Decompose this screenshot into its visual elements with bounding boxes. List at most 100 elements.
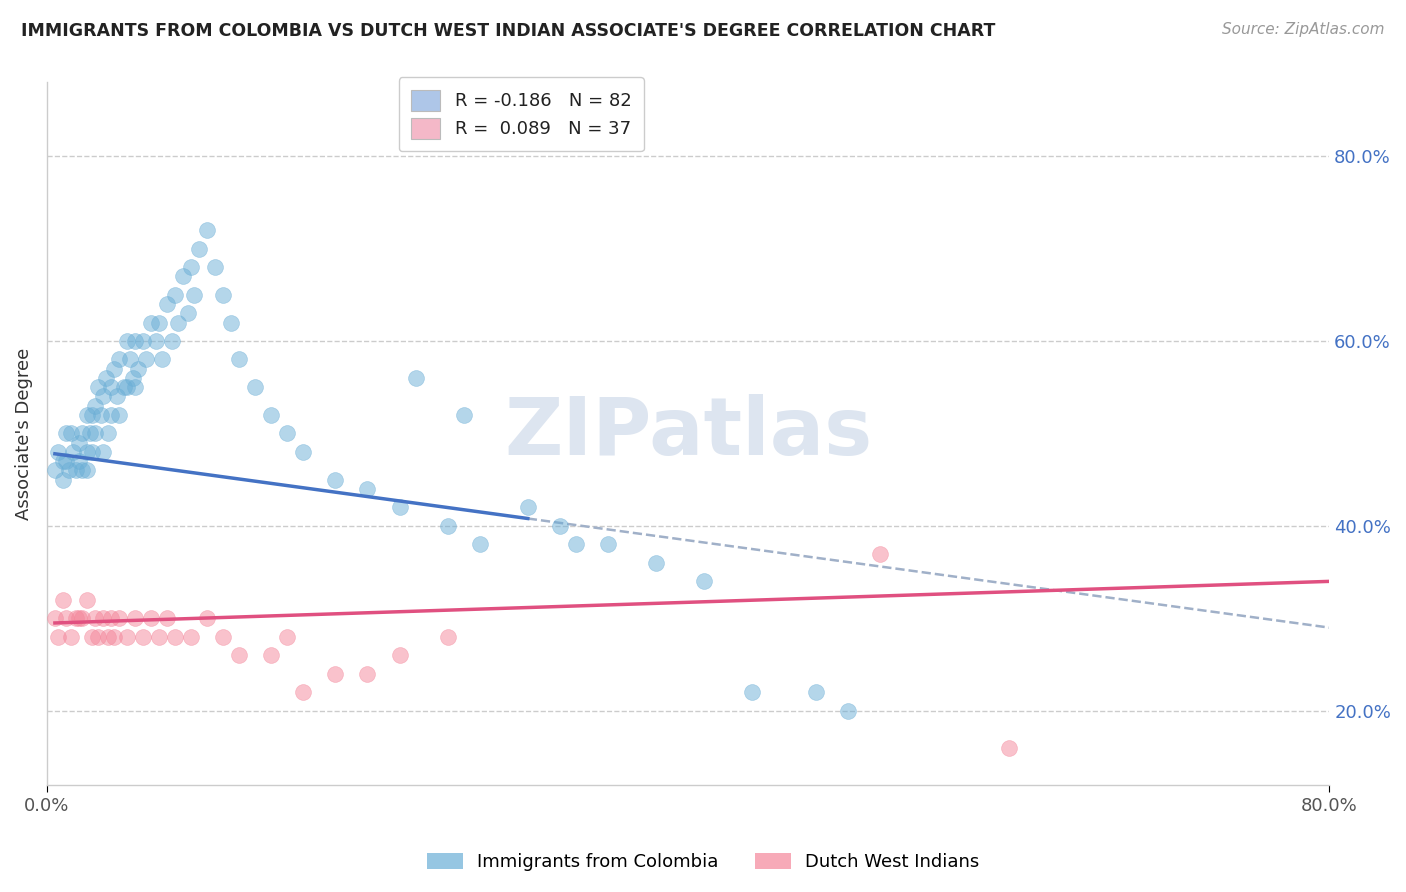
Point [84,611,107,625]
Point [103,630,125,644]
Point [127,361,149,376]
Point [741,685,763,699]
Point [55,611,77,625]
Point [139,316,162,330]
Point [52,454,75,468]
Point [70,463,93,477]
Point [108,611,131,625]
Point [108,352,131,367]
Point [44,463,66,477]
Y-axis label: Associate's Degree: Associate's Degree [15,347,32,519]
Point [160,334,183,348]
Point [212,287,235,301]
Point [436,630,458,644]
Point [70,611,93,625]
Point [516,500,538,515]
Point [228,352,250,367]
Point [228,648,250,663]
Point [80,630,103,644]
Point [325,666,347,681]
Point [139,611,162,625]
Point [107,389,129,403]
Point [356,666,378,681]
Point [76,408,98,422]
Point [122,371,145,385]
Point [292,445,315,459]
Point [67,611,90,625]
Point [124,611,146,625]
Point [87,630,110,644]
Point [195,611,218,625]
Point [91,445,114,459]
Point [55,426,77,441]
Text: Source: ZipAtlas.com: Source: ZipAtlas.com [1222,22,1385,37]
Point [59,426,82,441]
Point [100,611,122,625]
Point [180,630,202,644]
Point [46,445,69,459]
Point [87,380,110,394]
Point [548,519,571,533]
Point [132,334,155,348]
Point [806,685,828,699]
Point [172,269,194,284]
Point [124,380,146,394]
Point [145,334,167,348]
Point [183,287,205,301]
Point [195,223,218,237]
Point [212,630,235,644]
Point [65,611,87,625]
Text: IMMIGRANTS FROM COLOMBIA VS DUTCH WEST INDIAN ASSOCIATE'S DEGREE CORRELATION CHA: IMMIGRANTS FROM COLOMBIA VS DUTCH WEST I… [21,22,995,40]
Point [219,316,242,330]
Point [837,704,859,718]
Point [115,630,138,644]
Legend: Immigrants from Colombia, Dutch West Indians: Immigrants from Colombia, Dutch West Ind… [419,846,987,879]
Point [997,740,1019,755]
Point [58,463,80,477]
Point [44,611,66,625]
Point [388,648,411,663]
Point [91,611,114,625]
Point [76,445,98,459]
Point [132,630,155,644]
Point [693,574,716,589]
Point [100,408,122,422]
Point [356,482,378,496]
Point [76,463,98,477]
Point [565,537,588,551]
Point [596,537,619,551]
Point [62,445,84,459]
Point [67,435,90,450]
Point [468,537,491,551]
Point [80,445,103,459]
Point [70,426,93,441]
Text: ZIPatlas: ZIPatlas [503,394,872,473]
Point [52,592,75,607]
Point [869,547,891,561]
Point [52,473,75,487]
Point [90,408,112,422]
Point [436,519,458,533]
Point [180,260,202,274]
Point [388,500,411,515]
Point [84,426,107,441]
Point [156,611,179,625]
Point [55,454,77,468]
Point [188,242,211,256]
Point [103,361,125,376]
Point [80,408,103,422]
Point [405,371,427,385]
Point [292,685,315,699]
Point [46,630,69,644]
Point [115,380,138,394]
Point [325,473,347,487]
Point [91,389,114,403]
Point [84,399,107,413]
Point [108,408,131,422]
Point [177,306,200,320]
Point [276,426,298,441]
Point [115,334,138,348]
Point [148,630,170,644]
Point [165,287,187,301]
Point [124,334,146,348]
